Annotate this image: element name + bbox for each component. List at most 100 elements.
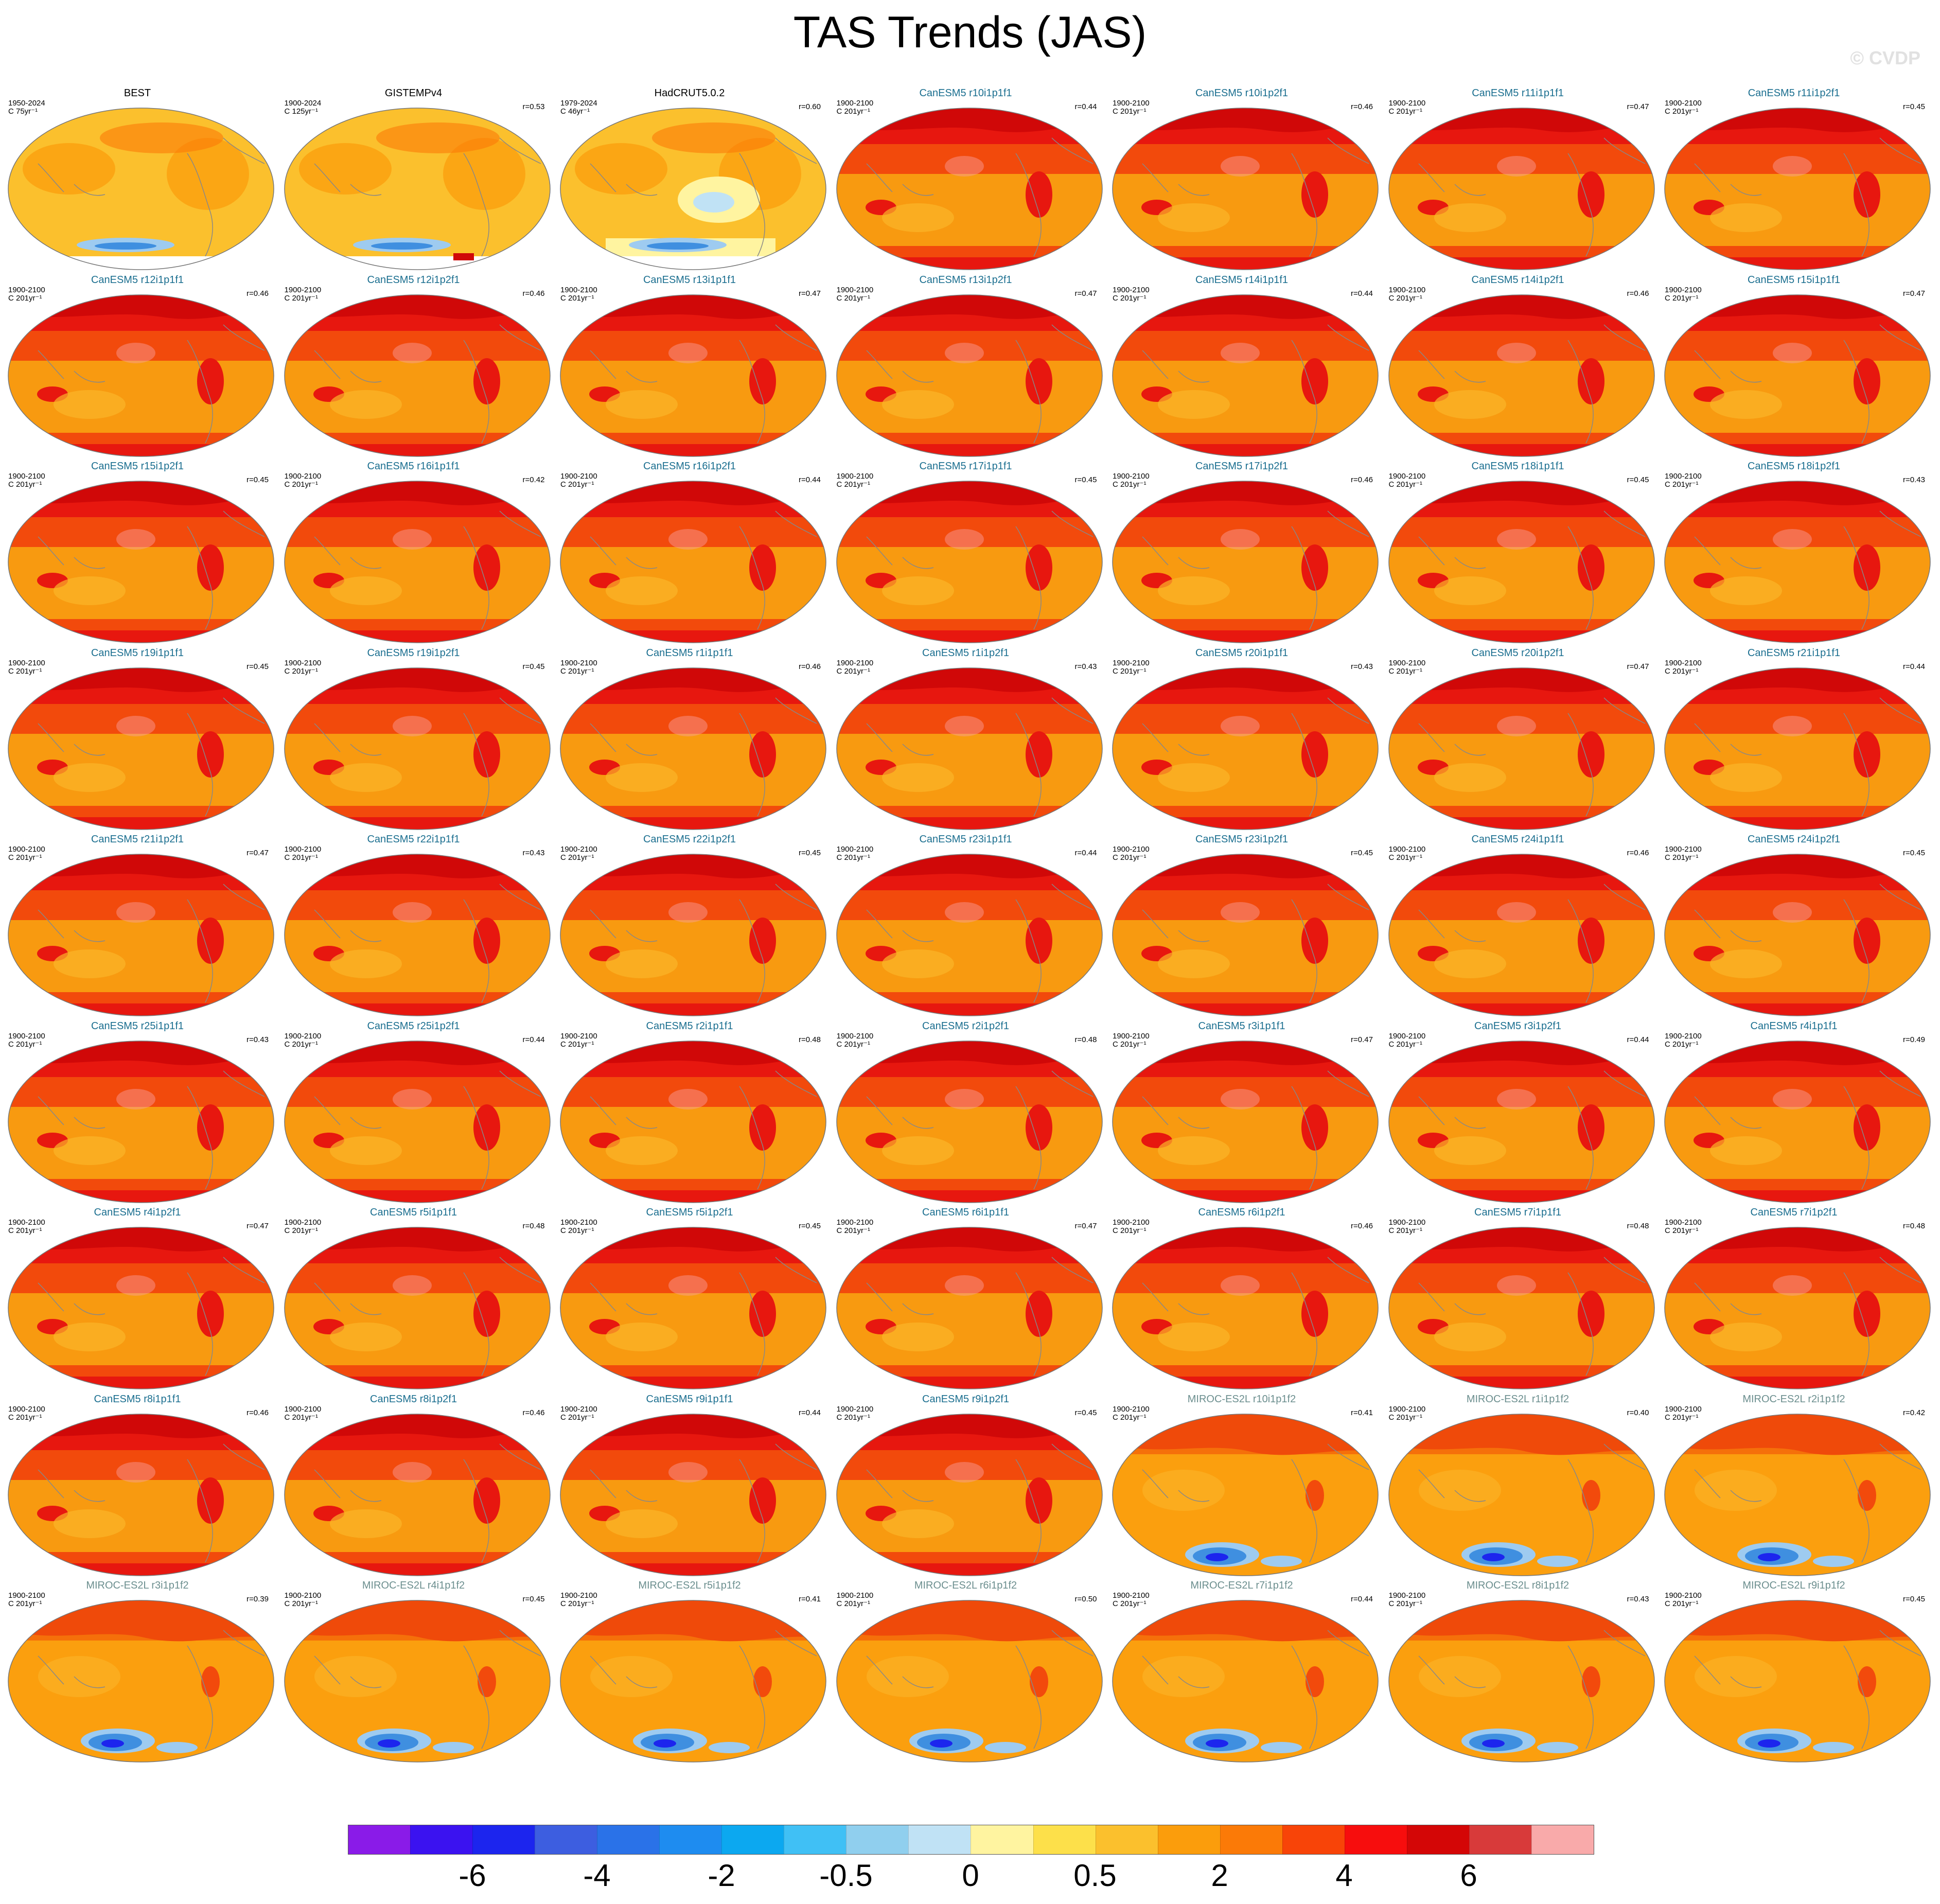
panel-correlation: r=0.40	[1627, 1408, 1649, 1417]
map-panel: CanESM5 r1i1p1f1 1900-2100 C 201yr⁻¹ r=0.46	[553, 647, 826, 830]
panel-correlation: r=0.41	[1351, 1408, 1373, 1417]
panel-period: 1900-2100	[284, 845, 322, 854]
map-panel: MIROC-ES2L r2i1p1f2 1900-2100 C 201yr⁻¹ r=0…	[1657, 1394, 1931, 1576]
panel-correlation: r=0.45	[246, 475, 269, 484]
panel-units: C 201yr⁻¹	[1113, 1039, 1147, 1049]
trend-map	[284, 108, 551, 270]
trend-map	[560, 854, 826, 1016]
trend-map	[8, 1413, 274, 1576]
trend-map	[8, 854, 274, 1016]
colorbar-swatch	[1033, 1825, 1096, 1854]
trend-map	[8, 1600, 274, 1762]
panel-period: 1900-2100	[1113, 658, 1150, 667]
panel-units: C 201yr⁻¹	[836, 293, 870, 303]
panel-period: 1900-2100	[836, 99, 874, 108]
panel-correlation: r=0.46	[522, 1408, 545, 1417]
colorbar-swatch	[1220, 1825, 1282, 1854]
map-panel: CanESM5 r18i1p2f1 1900-2100 C 201yr⁻¹ r=0.4…	[1657, 461, 1931, 643]
panel-title: CanESM5 r5i1p2f1	[646, 1207, 733, 1218]
panel-title: CanESM5 r2i1p2f1	[922, 1020, 1009, 1032]
panel-title: CanESM5 r18i1p2f1	[1747, 461, 1841, 472]
panel-units: C 201yr⁻¹	[1113, 1599, 1147, 1608]
panel-period: 1900-2100	[8, 472, 45, 481]
panel-period: 1900-2100	[284, 1404, 322, 1414]
panel-units: C 201yr⁻¹	[836, 1226, 870, 1235]
map-panel: CanESM5 r12i1p2f1 1900-2100 C 201yr⁻¹ r=0.4…	[277, 274, 551, 457]
panel-period: 1900-2100	[8, 1404, 45, 1414]
panel-units: C 201yr⁻¹	[8, 1226, 42, 1235]
trend-map	[836, 854, 1103, 1016]
panel-period: 1979-2024	[560, 99, 597, 108]
map-panel: CanESM5 r9i1p1f1 1900-2100 C 201yr⁻¹ r=0.44	[553, 1394, 826, 1576]
panel-correlation: r=0.47	[1074, 289, 1097, 298]
panel-title: CanESM5 r23i1p1f1	[919, 834, 1012, 845]
map-panel: CanESM5 r22i1p1f1 1900-2100 C 201yr⁻¹ r=0.4…	[277, 834, 551, 1016]
trend-map	[560, 108, 826, 270]
panel-units: C 201yr⁻¹	[560, 1039, 594, 1049]
panel-correlation: r=0.45	[799, 1222, 821, 1230]
panel-title: CanESM5 r20i1p2f1	[1471, 647, 1564, 659]
trend-map	[836, 481, 1103, 643]
panel-period: 1900-2100	[1665, 1404, 1702, 1414]
trend-map	[1112, 294, 1379, 457]
panel-title: CanESM5 r14i1p1f1	[1195, 274, 1289, 286]
panel-units: C 75yr⁻¹	[8, 107, 38, 116]
trend-map	[836, 667, 1103, 830]
panel-units: C 201yr⁻¹	[284, 853, 318, 862]
panel-correlation: r=0.45	[1074, 1408, 1097, 1417]
map-panel: CanESM5 r7i1p2f1 1900-2100 C 201yr⁻¹ r=0.48	[1657, 1207, 1931, 1389]
panel-title: CanESM5 r1i1p2f1	[922, 647, 1009, 659]
trend-map	[1112, 1413, 1379, 1576]
panel-correlation: r=0.46	[1351, 1222, 1373, 1230]
panel-title: CanESM5 r3i1p2f1	[1474, 1020, 1561, 1032]
panel-units: C 201yr⁻¹	[1113, 1413, 1147, 1422]
panel-correlation: r=0.42	[522, 475, 545, 484]
panel-period: 1900-2100	[1665, 1218, 1702, 1227]
colorbar-tick-label: 0	[962, 1858, 979, 1893]
panel-correlation: r=0.53	[522, 102, 545, 111]
trend-map	[8, 108, 274, 270]
map-panel: CanESM5 r8i1p1f1 1900-2100 C 201yr⁻¹ r=0.46	[1, 1394, 274, 1576]
panel-units: C 201yr⁻¹	[284, 480, 318, 489]
panel-period: 1900-2100	[1665, 99, 1702, 108]
panel-title: CanESM5 r21i1p2f1	[91, 834, 184, 845]
panel-period: 1900-2100	[836, 658, 874, 667]
panel-period: 1900-2100	[8, 845, 45, 854]
panel-units: C 201yr⁻¹	[1665, 293, 1699, 303]
panel-title: CanESM5 r24i1p1f1	[1471, 834, 1564, 845]
trend-map	[1112, 108, 1379, 270]
panel-correlation: r=0.42	[1903, 1408, 1925, 1417]
colorbar-swatch	[1344, 1825, 1407, 1854]
panel-period: 1900-2100	[836, 472, 874, 481]
panel-title: CanESM5 r23i1p2f1	[1195, 834, 1289, 845]
panel-units: C 201yr⁻¹	[1388, 1039, 1422, 1049]
map-panel: CanESM5 r12i1p1f1 1900-2100 C 201yr⁻¹ r=0.4…	[1, 274, 274, 457]
panel-period: 1900-2024	[284, 99, 322, 108]
panel-correlation: r=0.45	[799, 849, 821, 857]
map-panel: CanESM5 r17i1p1f1 1900-2100 C 201yr⁻¹ r=0.4…	[830, 461, 1103, 643]
colorbar-tick-label: -6	[458, 1858, 486, 1893]
panel-correlation: r=0.43	[246, 1035, 269, 1044]
panel-correlation: r=0.47	[1351, 1035, 1373, 1044]
map-panel: CanESM5 r4i1p1f1 1900-2100 C 201yr⁻¹ r=0.49	[1657, 1020, 1931, 1203]
panel-correlation: r=0.39	[246, 1595, 269, 1603]
panel-period: 1900-2100	[284, 658, 322, 667]
panel-period: 1900-2100	[560, 1031, 597, 1041]
map-panel: MIROC-ES2L r4i1p1f2 1900-2100 C 201yr⁻¹ r=0…	[277, 1580, 551, 1762]
trend-map	[1664, 1227, 1931, 1389]
panel-correlation: r=0.46	[1627, 289, 1649, 298]
panel-correlation: r=0.45	[1351, 849, 1373, 857]
map-panel: CanESM5 r4i1p2f1 1900-2100 C 201yr⁻¹ r=0.47	[1, 1207, 274, 1389]
map-panel: MIROC-ES2L r6i1p1f2 1900-2100 C 201yr⁻¹ r=0…	[830, 1580, 1103, 1762]
panel-title: CanESM5 r25i1p1f1	[91, 1020, 184, 1032]
map-panel: CanESM5 r8i1p2f1 1900-2100 C 201yr⁻¹ r=0.46	[277, 1394, 551, 1576]
panel-units: C 201yr⁻¹	[284, 666, 318, 676]
panel-correlation: r=0.48	[1627, 1222, 1649, 1230]
trend-map	[1112, 667, 1379, 830]
map-panel: CanESM5 r11i1p2f1 1900-2100 C 201yr⁻¹ r=0.4…	[1657, 87, 1931, 270]
colorbar-swatch	[1157, 1825, 1220, 1854]
map-panel: CanESM5 r23i1p2f1 1900-2100 C 201yr⁻¹ r=0.4…	[1105, 834, 1379, 1016]
panel-correlation: r=0.47	[1627, 102, 1649, 111]
panel-correlation: r=0.44	[1351, 1595, 1373, 1603]
panel-units: C 201yr⁻¹	[560, 1599, 594, 1608]
